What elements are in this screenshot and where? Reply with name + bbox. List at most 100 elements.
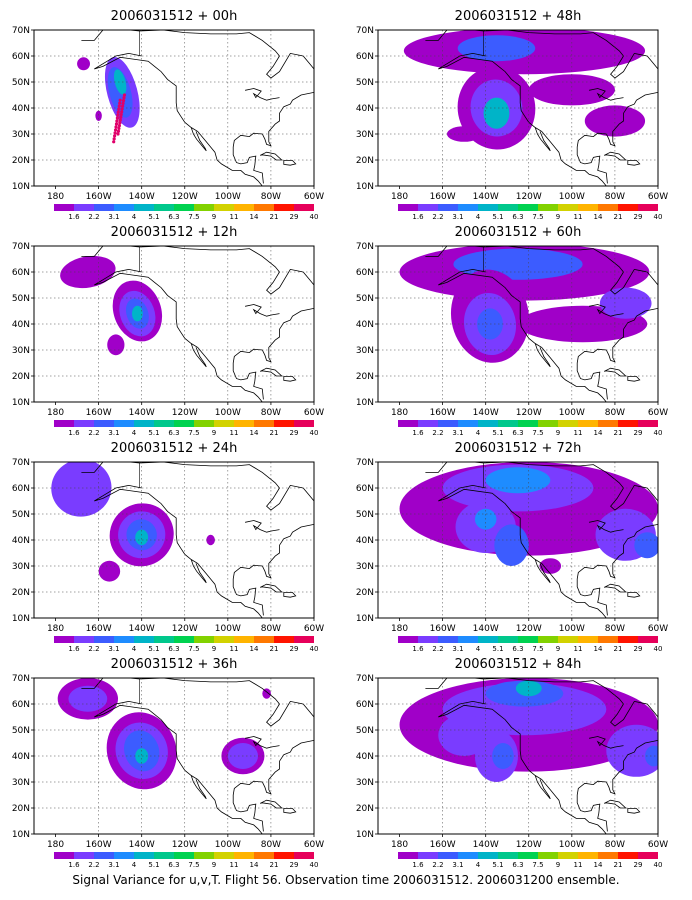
map-panel-84h: 2006031512 + 84h 10N 20N 30N 40N 50N 60N 70N 180…: [356, 657, 668, 869]
colorbar-segment: [618, 852, 638, 859]
colorbar-segment: [578, 204, 598, 211]
lat-tick-label: 50N: [12, 294, 30, 304]
lat-tick-label: 70N: [356, 674, 374, 684]
colorbar-label: 14: [594, 429, 603, 437]
colorbar-segment: [538, 636, 558, 643]
colorbar-segment: [174, 852, 194, 859]
colorbar-label: 21: [614, 429, 623, 437]
colorbar-segment: [234, 204, 254, 211]
colorbar-label: 11: [574, 213, 583, 221]
lat-tick-label: 50N: [356, 294, 374, 304]
colorbar-segment: [638, 636, 658, 643]
lat-tick-label: 30N: [356, 778, 374, 788]
colorbar-segment: [418, 420, 438, 427]
colorbar-label: 3.1: [108, 213, 119, 221]
variance-contour: [485, 467, 551, 494]
lon-tick-label: 140W: [129, 840, 155, 850]
colorbar-segment: [254, 852, 274, 859]
colorbar-label: 40: [310, 213, 319, 221]
colorbar-label: 5.1: [492, 429, 503, 437]
colorbar-label: 11: [230, 645, 239, 653]
colorbar-label: 21: [270, 429, 279, 437]
flight-track-point: [114, 122, 119, 126]
colorbar-label: 40: [654, 213, 663, 221]
colorbar-segment: [498, 204, 518, 211]
colorbar-segment: [538, 204, 558, 211]
colorbar-segment: [398, 636, 418, 643]
lat-tick-label: 50N: [356, 78, 374, 88]
lat-tick-label: 30N: [356, 346, 374, 356]
lat-tick-label: 60N: [356, 484, 374, 494]
colorbar-segment: [134, 636, 154, 643]
colorbar-segment: [274, 852, 294, 859]
lat-tick-label: 20N: [356, 588, 374, 598]
colorbar-label: 1.6: [68, 213, 80, 221]
colorbar-label: 29: [634, 861, 643, 869]
colorbar-segment: [114, 420, 134, 427]
flight-track-point: [116, 132, 120, 136]
colorbar-label: 7.5: [532, 213, 543, 221]
colorbar-segment: [234, 636, 254, 643]
lat-tick-label: 60N: [356, 52, 374, 62]
coastline: [576, 740, 658, 832]
lon-tick-label: 120W: [172, 624, 198, 634]
colorbar-label: 2.2: [88, 429, 99, 437]
lon-tick-label: 160W: [86, 192, 112, 202]
map-panel-72h: 2006031512 + 72h 10N 20N 30N 40N 50N 60N 70N 180…: [356, 441, 668, 653]
colorbar-label: 3.1: [108, 645, 119, 653]
coastline: [576, 308, 658, 400]
colorbar-segment: [458, 204, 478, 211]
lon-tick-label: 80W: [261, 840, 281, 850]
colorbar-segment: [74, 204, 94, 211]
lat-tick-label: 70N: [12, 674, 30, 684]
colorbar-segment: [558, 204, 578, 211]
variance-contour: [113, 69, 127, 95]
colorbar-label: 14: [250, 645, 259, 653]
colorbar-label: 7.5: [188, 645, 199, 653]
flight-track-point: [121, 101, 125, 105]
coastline: [438, 268, 607, 402]
colorbar-segment: [478, 204, 498, 211]
coastline: [576, 524, 658, 616]
coastline: [81, 462, 314, 511]
variance-contour: [77, 57, 90, 71]
coastline: [589, 520, 624, 533]
colorbar-segment: [114, 852, 134, 859]
lon-tick-label: 180: [391, 192, 408, 202]
colorbar-segment: [618, 636, 638, 643]
colorbar-segment: [558, 852, 578, 859]
coastline: [245, 736, 280, 749]
colorbar-label: 21: [614, 861, 623, 869]
colorbar-segment: [214, 420, 234, 427]
island-outline: [283, 376, 297, 382]
lon-tick-label: 160W: [430, 192, 456, 202]
colorbar-label: 9: [556, 861, 560, 869]
island-outline: [283, 592, 297, 598]
colorbar-segment: [254, 204, 274, 211]
colorbar-segment: [478, 852, 498, 859]
lat-tick-label: 20N: [12, 588, 30, 598]
lat-tick-label: 30N: [12, 346, 30, 356]
flight-track-point: [121, 98, 126, 103]
flight-track-point: [116, 113, 120, 117]
lon-tick-label: 180: [47, 192, 64, 202]
variance-contour: [135, 748, 149, 764]
lat-tick-label: 60N: [12, 700, 30, 710]
lon-tick-label: 120W: [516, 192, 542, 202]
lat-tick-label: 10N: [12, 830, 30, 840]
coastline: [589, 736, 624, 749]
colorbar-label: 5.1: [492, 645, 503, 653]
colorbar-label: 11: [574, 645, 583, 653]
lat-tick-label: 30N: [356, 562, 374, 572]
colorbar-label: 40: [310, 861, 319, 869]
lon-tick-label: 160W: [86, 408, 112, 418]
coastline: [245, 88, 280, 101]
lon-tick-label: 60W: [648, 624, 668, 634]
island-outline: [627, 160, 641, 166]
lat-tick-label: 60N: [12, 52, 30, 62]
lon-tick-label: 180: [391, 408, 408, 418]
coastline: [81, 678, 314, 727]
colorbar-label: 11: [230, 861, 239, 869]
colorbar-label: 2.2: [88, 861, 99, 869]
colorbar-segment: [214, 636, 234, 643]
